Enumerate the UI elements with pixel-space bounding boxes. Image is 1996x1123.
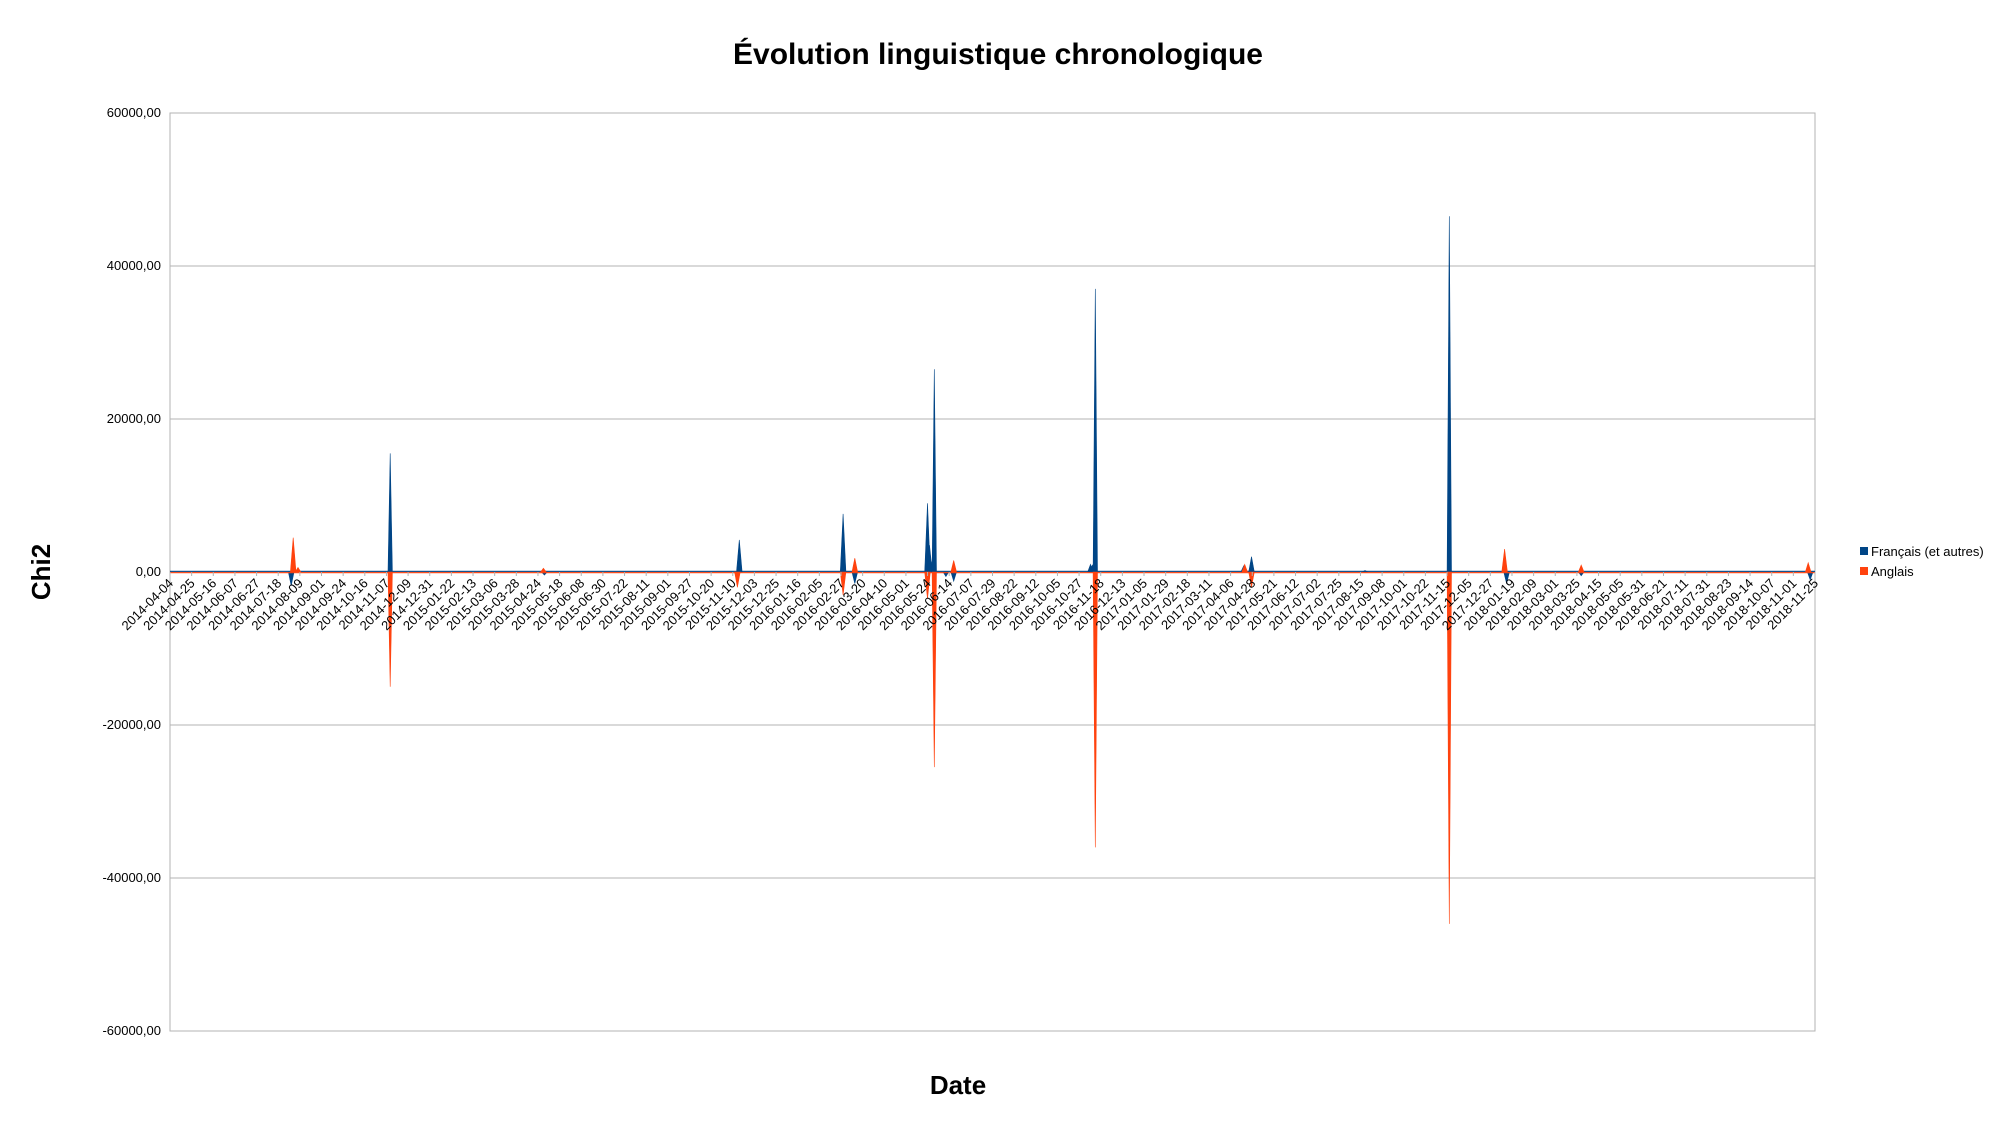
- data-spike: [294, 566, 302, 573]
- y-tick-label: 0,00: [136, 564, 161, 579]
- data-spike: [851, 558, 858, 573]
- y-axis: 60000,00 40000,00 20000,00 0,00 -20000,00 -40…: [102, 105, 161, 1038]
- data-spike: [1362, 570, 1368, 573]
- data-spike: [1092, 571, 1098, 848]
- y-tick-label: -60000,00: [102, 1023, 161, 1038]
- data-spike: [1248, 556, 1255, 573]
- data-spike: [1241, 563, 1248, 573]
- data-spike: [736, 539, 743, 573]
- data-spike: [387, 571, 393, 687]
- data-spike: [1092, 288, 1098, 573]
- data-spike: [1577, 564, 1585, 573]
- data-spike: [1446, 571, 1452, 924]
- data-spike: [950, 560, 957, 573]
- data-spike: [734, 571, 741, 588]
- data-spike: [839, 571, 847, 596]
- data-spike: [290, 537, 297, 573]
- data-spike: [1501, 548, 1508, 573]
- data-spike: [1248, 571, 1255, 588]
- y-tick-label: -40000,00: [102, 870, 161, 885]
- y-tick-label: -20000,00: [102, 717, 161, 732]
- data-spike: [950, 571, 957, 583]
- data-spike: [1804, 561, 1812, 573]
- data-spike: [1446, 216, 1452, 573]
- chart-title: Évolution linguistique chronologique: [733, 37, 1263, 71]
- x-axis: 2014-04-042014-04-252014-05-162014-06-07…: [118, 572, 1821, 633]
- legend-swatch: [1860, 567, 1868, 575]
- data-spike: [540, 567, 547, 573]
- y-axis-title: Chi2: [26, 544, 56, 600]
- series-areas: [170, 216, 1815, 924]
- series-0: [170, 216, 1815, 586]
- legend-swatch: [1860, 547, 1868, 555]
- legend: Français (et autres) Anglais: [1860, 544, 1984, 579]
- data-spike: [931, 571, 937, 768]
- data-spike: [931, 369, 937, 573]
- y-tick-label: 60000,00: [107, 105, 161, 120]
- legend-label: Français (et autres): [1871, 544, 1984, 559]
- legend-label: Anglais: [1871, 564, 1914, 579]
- y-tick-label: 40000,00: [107, 258, 161, 273]
- y-tick-label: 20000,00: [107, 411, 161, 426]
- data-spike: [387, 453, 393, 573]
- x-axis-title: Date: [930, 1070, 986, 1100]
- data-spike: [839, 513, 847, 573]
